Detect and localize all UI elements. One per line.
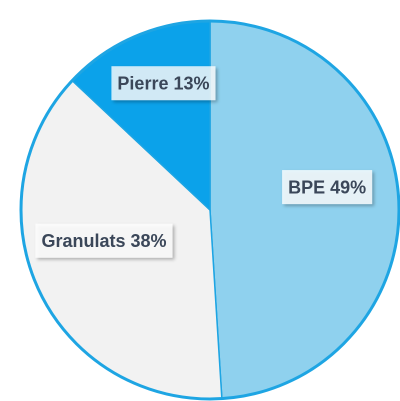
label-text: Pierre 13% (117, 73, 209, 93)
label-box (111, 66, 216, 101)
label-category: Pierre (117, 73, 168, 93)
slice-label: BPE 49% (282, 170, 373, 205)
label-category: BPE (288, 177, 325, 197)
slice-label: Granulats 38% (35, 223, 173, 258)
label-text: BPE 49% (288, 177, 366, 197)
slice-label: Pierre 13% (111, 66, 216, 101)
label-value: 38% (130, 231, 166, 251)
label-text: Granulats 38% (41, 231, 166, 251)
label-value: 49% (330, 177, 366, 197)
label-category: Granulats (41, 231, 125, 251)
label-box (282, 170, 373, 205)
label-box (35, 223, 173, 258)
pie-border (19, 19, 400, 401)
label-value: 13% (173, 73, 209, 93)
pie-slice (209, 20, 400, 400)
